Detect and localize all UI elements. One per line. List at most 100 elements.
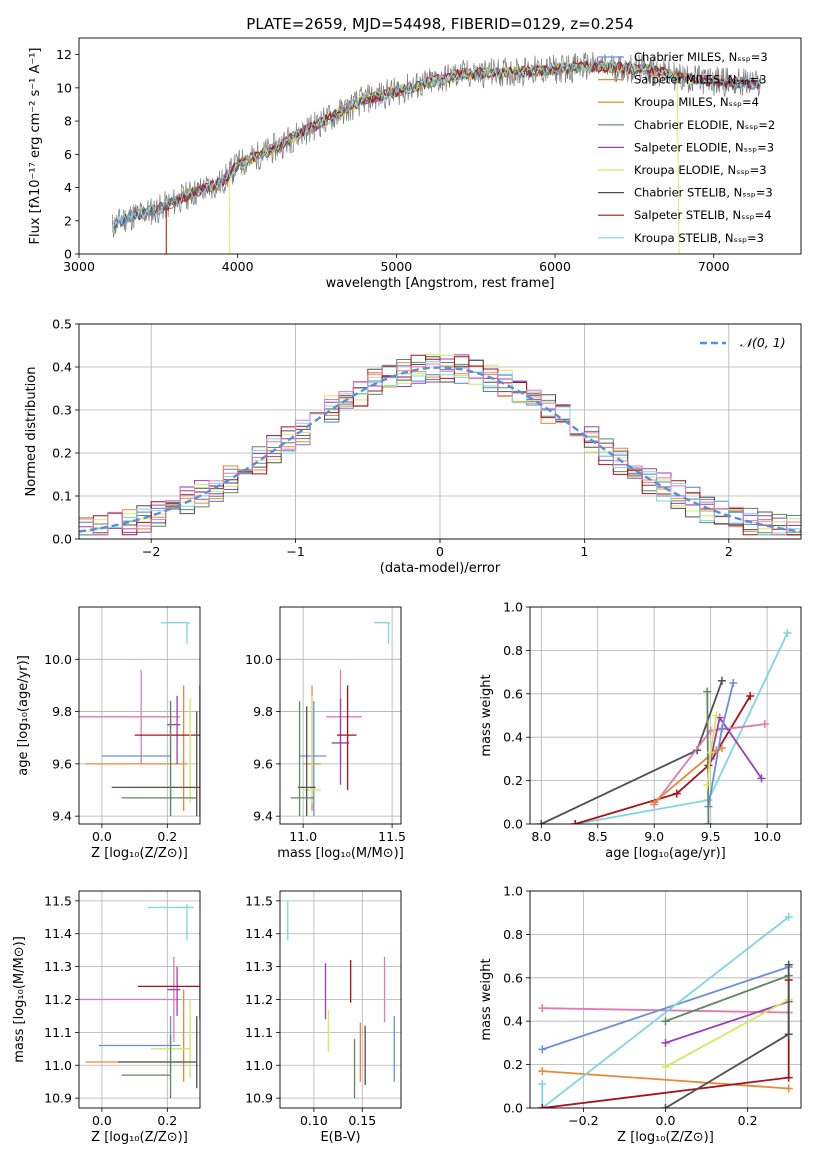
y-tick-label: 4 [64,180,72,195]
series-line [542,966,789,1051]
data-point [111,711,200,817]
y-tick-label: 0.4 [52,360,72,375]
x-tick-label: 0.2 [738,1113,758,1128]
axes-frame [78,890,201,1109]
y-tick-label: 0.8 [503,927,523,942]
data-point [79,956,181,1043]
x-axis-label: age [log₁₀(age/yr)] [605,846,726,861]
y-tick-label: 11.3 [44,959,72,974]
series-marker [704,820,713,824]
legend-entry: Kroupa ELODIE, Nₛₛₚ=3 [634,163,767,177]
y-tick-label: 0.8 [503,643,523,658]
series-marker [661,1104,670,1108]
series-marker [703,780,712,789]
plot-area [537,629,792,824]
plot-area [79,904,200,1099]
x-tick-label: −0.2 [568,1113,598,1128]
y-tick-label: 0 [64,247,72,262]
mass-vs-metallicity-panel: 0.0 0.2 10.9 11.0 11.1 11.2 11.3 11.4 11.5 Z [log… [12,890,201,1145]
series-line [542,1070,789,1090]
mass-vs-extinction-panel: 0.10 0.15 10.9 11.0 11.1 11.2 11.3 11.4 11.5 E(B-… [245,890,402,1145]
series-marker [538,1045,547,1054]
y-tick-label: 9.4 [52,809,72,824]
plot-area [538,913,793,1108]
series-marker [717,676,726,685]
y-tick-label: 0.4 [503,1014,523,1029]
y-tick-label: 0.4 [503,730,523,745]
x-tick-label: 0.2 [157,829,177,844]
series-line [574,695,751,824]
plot-area [79,353,801,536]
legend-entry: Salpeter STELIB, Nₛₛₚ=4 [634,208,772,222]
normal-distribution-curve [79,366,801,533]
y-tick-label: 9.8 [52,704,72,719]
series-marker [729,678,738,687]
data-point [326,669,362,764]
y-tick-label: 1.0 [503,600,523,615]
legend-entry: 𝒩(0, 1) [740,335,786,350]
series-line [575,632,789,824]
legend-entry: Salpeter MILES, Nₛₛₚ=3 [634,73,767,87]
y-tick-label: 10 [56,80,72,95]
series-line [665,998,790,1068]
y-tick-label: 0.2 [52,446,72,461]
x-tick-label: 8.5 [588,829,608,844]
y-tick-label: 11.5 [245,893,273,908]
axes-frame [529,606,802,825]
y-tick-label: 0.0 [52,532,72,547]
age-vs-mass-panel: 11.0 11.5 9.4 9.6 9.8 10.0 mass [log₁₀(M/M⊙)] [245,606,406,861]
x-tick-label: 5000 [380,259,412,274]
plot-area [79,622,200,817]
data-point [336,685,357,791]
y-tick-label: 10.9 [44,1091,72,1106]
series-marker [784,1073,793,1082]
series-marker [661,1062,670,1071]
y-tick-label: 6 [64,147,72,162]
y-axis-label: age [log₁₀(age/yr)] [16,655,31,776]
axes-frame [279,890,402,1109]
y-tick-label: 11.3 [245,959,273,974]
data-point [121,1035,172,1099]
series-marker [760,720,769,729]
x-tick-label: 4000 [222,259,254,274]
series-marker [538,1067,547,1076]
spectrum-panel: 3000 4000 5000 6000 7000 0 2 4 6 8 10 12 wavelength … [28,37,802,291]
data-point [98,1015,181,1072]
x-tick-label: 1 [580,544,588,559]
y-tick-label: 0.1 [52,489,72,504]
x-tick-label: 10.0 [753,829,781,844]
plot-area [111,51,762,254]
axes-frame [529,890,802,1109]
y-tick-label: 11.0 [245,1058,273,1073]
series-marker [784,960,793,969]
x-axis-label: Z [log₁₀(Z/Z⊙)] [91,846,188,861]
data-point [137,960,200,1020]
x-tick-label: −1 [286,544,304,559]
series-marker [746,691,755,700]
y-tick-label: 10.0 [245,652,273,667]
x-tick-label: 2 [725,544,733,559]
x-tick-label: 0.0 [92,829,112,844]
axes-frame [78,323,802,540]
legend-entry: Salpeter ELODIE, Nₛₛₚ=3 [634,140,774,154]
series-marker [784,1084,793,1093]
y-tick-label: 0.0 [503,817,523,832]
series-line [706,691,710,824]
y-axis-label: mass weight [479,674,494,756]
x-axis-label: Z [log₁₀(Z/Z⊙)] [617,1130,714,1145]
data-point [331,698,350,785]
y-tick-label: 2 [64,213,72,228]
x-tick-label: 11.5 [378,829,406,844]
x-tick-label: 3000 [63,259,95,274]
legend-entry: Chabrier ELODIE, Nₛₛₚ=2 [634,118,775,132]
data-point [85,685,187,811]
series-marker [538,1080,547,1089]
y-tick-label: 11.0 [44,1058,72,1073]
x-tick-label: 7000 [698,259,730,274]
plot-area [290,622,391,817]
series-marker [784,1030,793,1039]
y-tick-label: 0.5 [52,317,72,332]
series-marker [717,724,726,733]
x-tick-label: 9.5 [701,829,721,844]
